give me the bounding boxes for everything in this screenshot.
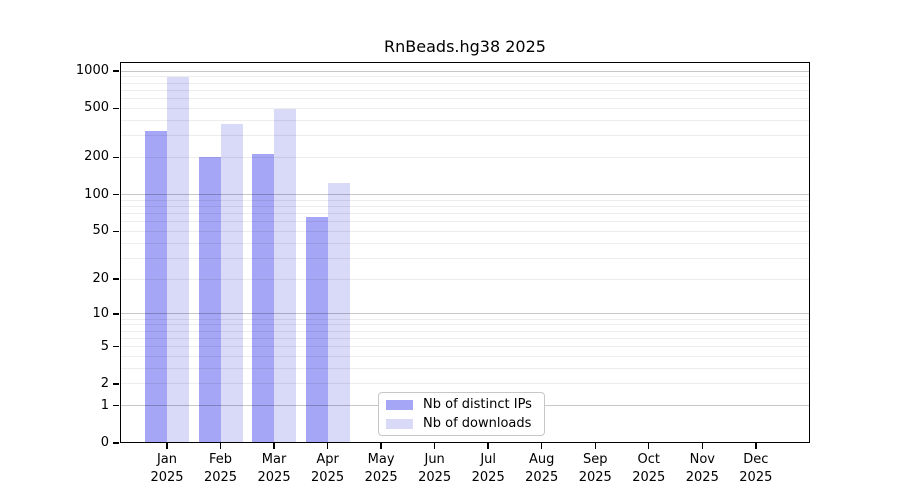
y-tick-50 [113,230,119,232]
x-tick-label-jul-2025: Jul 2025 [471,452,505,485]
x-tick-label-dec-2025: Dec 2025 [739,452,773,485]
x-tick-may-2025 [380,443,382,449]
y-tick-label-100: 100 [84,186,109,202]
x-tick-nov-2025 [701,443,703,449]
bar-nb-of-downloads-jan-2025 [167,77,189,443]
x-tick-jul-2025 [487,443,489,449]
minor-gridline-30 [120,257,810,259]
x-tick-label-sep-2025: Sep 2025 [578,452,612,485]
minor-gridline-7 [120,330,810,332]
minor-gridline-600 [120,97,810,99]
minor-gridline-4 [120,355,810,357]
bar-nb-of-downloads-mar-2025 [274,109,297,443]
y-tick-label-1: 1 [100,397,109,413]
y-tick-label-5: 5 [100,338,109,354]
legend-label-distinct-ips: Nb of distinct IPs [423,396,532,412]
minor-gridline-700 [120,89,810,91]
x-tick-jan-2025 [166,443,168,449]
minor-gridline-50 [120,230,810,232]
minor-gridline-6 [120,337,810,339]
x-tick-feb-2025 [219,443,222,449]
x-tick-label-mar-2025: Mar 2025 [257,452,291,485]
x-tick-label-jun-2025: Jun 2025 [418,452,452,485]
minor-gridline-800 [120,82,810,84]
x-tick-jun-2025 [433,443,436,449]
bar-nb-of-distinct-ips-apr-2025 [305,217,328,443]
bar-nb-of-distinct-ips-feb-2025 [198,157,221,443]
minor-gridline-40 [120,242,810,244]
x-tick-label-feb-2025: Feb 2025 [203,452,238,485]
legend-label-downloads: Nb of downloads [423,415,532,431]
legend: Nb of distinct IPs Nb of downloads [378,392,545,436]
minor-gridline-20 [120,278,810,280]
chart-title: RnBeads.hg38 2025 [384,37,546,56]
legend-item-distinct-ips: Nb of distinct IPs [386,397,536,413]
minor-gridline-200 [120,156,810,158]
y-tick-1000 [113,70,119,72]
y-tick-1 [113,404,119,407]
minor-gridline-500 [120,107,810,109]
minor-gridline-300 [120,135,810,137]
minor-gridline-80 [120,205,810,207]
bar-nb-of-downloads-feb-2025 [220,124,243,443]
minor-gridline-5 [120,346,810,348]
minor-gridline-2 [120,383,810,385]
major-gridline-1000 [120,70,810,72]
y-tick-200 [113,156,119,159]
minor-gridline-9 [120,318,810,320]
y-tick-label-200: 200 [84,149,109,165]
y-tick-0 [113,442,119,444]
major-gridline-10 [120,313,810,315]
y-tick-100 [113,193,119,196]
x-tick-oct-2025 [648,443,650,449]
y-tick-label-50: 50 [92,223,109,239]
minor-gridline-70 [120,212,810,214]
minor-gridline-8 [120,324,810,326]
bar-nb-of-distinct-ips-jan-2025 [145,130,167,443]
plot-area [120,62,810,443]
x-tick-label-apr-2025: Apr 2025 [311,452,345,485]
minor-gridline-90 [120,199,810,201]
bar-nb-of-distinct-ips-mar-2025 [252,153,275,443]
y-tick-10 [113,313,119,315]
x-tick-apr-2025 [326,443,329,449]
y-tick-label-0: 0 [100,435,109,450]
y-tick-5 [113,345,119,348]
y-tick-20 [113,278,119,280]
y-tick-label-500: 500 [84,100,109,116]
x-tick-aug-2025 [541,443,543,449]
legend-item-downloads: Nb of downloads [386,416,536,432]
x-tick-label-nov-2025: Nov 2025 [685,452,719,485]
y-tick-label-10: 10 [92,305,109,321]
x-tick-dec-2025 [755,443,757,449]
y-tick-label-2: 2 [100,375,109,391]
y-tick-2 [113,383,119,385]
minor-gridline-3 [120,367,810,369]
major-gridline-100 [120,194,810,195]
x-tick-label-may-2025: May 2025 [364,452,398,485]
y-tick-500 [113,107,119,109]
minor-gridline-400 [120,119,810,121]
y-tick-label-20: 20 [92,271,109,287]
x-tick-label-oct-2025: Oct 2025 [632,452,666,485]
minor-gridline-60 [120,221,810,223]
x-tick-label-aug-2025: Aug 2025 [525,452,559,485]
x-tick-label-jan-2025: Jan 2025 [150,452,184,485]
minor-gridline-900 [120,76,810,78]
y-tick-label-1000: 1000 [75,63,109,78]
bar-nb-of-downloads-apr-2025 [327,182,350,443]
x-tick-mar-2025 [273,443,275,449]
legend-swatch-distinct-ips-icon [386,399,413,410]
legend-swatch-downloads-icon [386,418,413,429]
x-tick-sep-2025 [594,443,596,449]
